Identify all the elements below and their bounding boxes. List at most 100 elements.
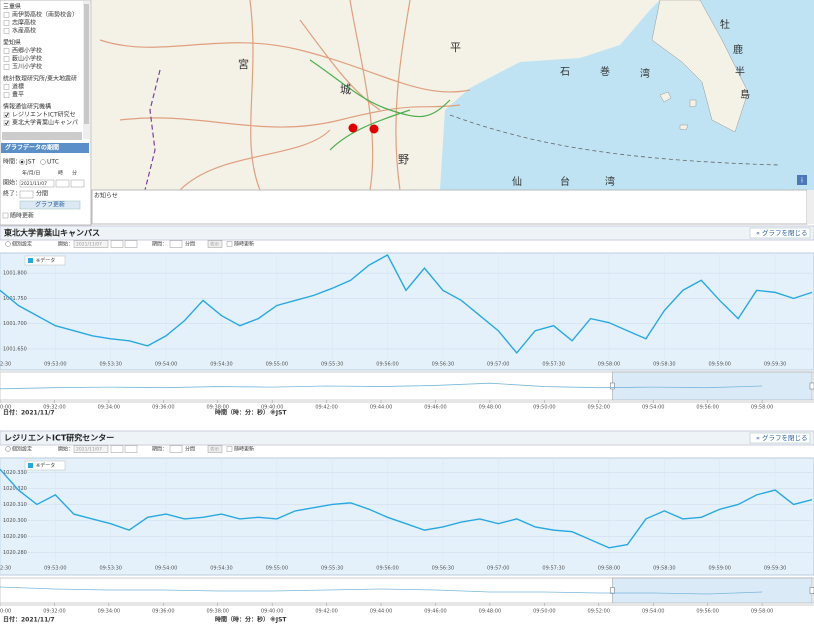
- checkbox[interactable]: [3, 64, 10, 70]
- y-tick-label: 1020.320: [3, 486, 27, 492]
- checkbox[interactable]: [3, 112, 10, 118]
- scroll-thumb[interactable]: [84, 4, 89, 124]
- period-button[interactable]: [1, 143, 89, 153]
- show-button[interactable]: [207, 445, 223, 453]
- date-value: 2021/11/07: [76, 447, 102, 453]
- footer-date: 日付：2021/11/7: [3, 409, 55, 417]
- checkbox[interactable]: [3, 48, 10, 54]
- station-marker[interactable]: [348, 123, 358, 133]
- navigator-tick-label: 09:52:00: [588, 405, 610, 411]
- navigator-line: [0, 586, 763, 595]
- timezone: ※JST: [270, 410, 287, 417]
- map[interactable]: i: [92, 0, 814, 191]
- dynamic: 三重県南伊勢高校（南勢校舎）志摩高校水産高校愛知県西郷小学校薮山小学校玉川小学校…: [0, 3, 814, 624]
- data-line: [0, 468, 813, 549]
- date-input[interactable]: [73, 445, 109, 453]
- hour-select[interactable]: [110, 240, 124, 248]
- navigator-handle[interactable]: [610, 382, 615, 390]
- minute-select[interactable]: [124, 445, 138, 453]
- map-label: 野: [398, 153, 409, 166]
- navigator-handle[interactable]: [610, 587, 615, 594]
- station-label: レジリエントICT研究セ: [12, 111, 76, 119]
- period-select[interactable]: [169, 240, 183, 248]
- notice-scrollbar[interactable]: [807, 190, 814, 224]
- show-button[interactable]: [207, 240, 223, 248]
- date-input[interactable]: [19, 179, 55, 188]
- minute-select[interactable]: [124, 240, 138, 248]
- navigator-tick-label: 09:36:00: [152, 609, 174, 615]
- update-button-label: グラフ更新: [35, 201, 65, 209]
- radio[interactable]: [40, 159, 46, 165]
- station-marker[interactable]: [369, 124, 379, 134]
- hour-select[interactable]: [110, 445, 124, 453]
- start-label: 開始：: [58, 446, 73, 453]
- station-label: 志摩高校: [12, 19, 36, 27]
- navigator-selection[interactable]: [612, 371, 813, 401]
- radio[interactable]: [5, 446, 11, 452]
- checkbox[interactable]: [226, 446, 233, 452]
- checkbox[interactable]: [226, 241, 233, 247]
- date-value: 2021/11/07: [21, 181, 47, 187]
- navigator-tick-label: 09:48:00: [479, 609, 501, 615]
- date-input[interactable]: [73, 240, 109, 248]
- checkbox[interactable]: [3, 84, 10, 90]
- update-button[interactable]: [19, 200, 81, 210]
- navigator-handle[interactable]: [809, 382, 814, 390]
- map-label: 宮: [238, 57, 249, 71]
- close-button[interactable]: [749, 432, 811, 444]
- auto-update: 随時更新: [234, 446, 254, 453]
- duration-select[interactable]: [19, 190, 34, 199]
- x-tick-label: 09:57:00: [487, 362, 509, 368]
- auto-update: 随時更新: [234, 241, 254, 248]
- period-label: 期間：: [152, 447, 167, 453]
- navigator-tick-label: 09:38:00: [207, 609, 229, 615]
- checkbox[interactable]: [3, 56, 10, 62]
- navigator-handle[interactable]: [809, 587, 814, 594]
- plot-area: [0, 457, 814, 576]
- minute-select[interactable]: [70, 179, 85, 188]
- navigator-tick-label: 09:44:00: [370, 609, 392, 615]
- navigator-selection[interactable]: [612, 577, 813, 604]
- map-roads: [99, 0, 471, 191]
- show-label: 表示: [210, 241, 219, 248]
- duration-unit: 分間: [36, 190, 48, 198]
- show-label: 表示: [210, 446, 219, 453]
- checkbox[interactable]: [3, 28, 10, 34]
- x-tick-label: 09:56:00: [376, 362, 398, 368]
- y-tick-label: 1020.280: [3, 550, 27, 556]
- period-label: 期間：: [152, 242, 167, 248]
- radio[interactable]: [5, 241, 11, 247]
- checkbox[interactable]: [3, 92, 10, 98]
- map-label: 湾: [605, 175, 615, 188]
- navigator-tick-label: 09:58:00: [751, 609, 773, 615]
- hour-select[interactable]: [55, 179, 70, 188]
- x-tick-label: 09:59:30: [764, 566, 786, 572]
- navigator-tick-label: 09:46:00: [424, 405, 446, 411]
- period-select[interactable]: [169, 445, 183, 453]
- x-tick-label: 09:59:00: [708, 566, 730, 572]
- navigator-line: [0, 382, 763, 390]
- checkbox[interactable]: [3, 20, 10, 26]
- navigator-scrollbar[interactable]: [0, 603, 814, 606]
- time-label: 時間：: [3, 158, 21, 166]
- navigator-tick-label: 09:42:00: [315, 609, 337, 615]
- checkbox[interactable]: [3, 120, 10, 126]
- checkbox[interactable]: [2, 212, 9, 219]
- period-unit: 分間: [185, 446, 195, 453]
- info-button[interactable]: [797, 175, 807, 185]
- x-tick-label: 09:52:30: [0, 566, 11, 572]
- y-tick-label: 1001.800: [3, 271, 27, 277]
- checkbox[interactable]: [3, 12, 10, 18]
- map-label: 巻: [600, 66, 610, 78]
- close-button[interactable]: [749, 227, 811, 239]
- navigator-tick-label: 09:34:00: [98, 405, 120, 411]
- h-scrollbar[interactable]: [2, 132, 82, 140]
- navigator-tick-label: 09:48:00: [479, 405, 501, 411]
- x-tick-label: 09:53:30: [99, 362, 121, 368]
- radio-dot: [20, 160, 24, 164]
- map-label: 島: [740, 88, 750, 101]
- axis-title: 時間（時：分：秒）: [215, 409, 269, 417]
- y-tick-label: 1020.310: [3, 502, 27, 508]
- navigator-scrollbar[interactable]: [0, 400, 814, 403]
- check-mark: [4, 120, 9, 126]
